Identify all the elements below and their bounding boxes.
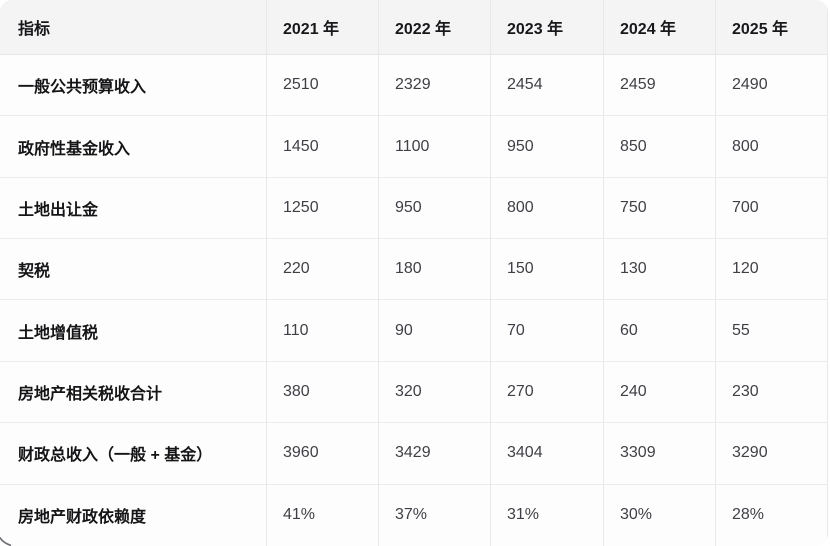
table-row: 房地产相关税收合计 380 320 270 240 230	[0, 361, 828, 424]
column-header-year: 2022 年	[379, 0, 491, 55]
cell-value: 41%	[267, 484, 379, 546]
row-label: 房地产财政依赖度	[0, 484, 267, 546]
row-label: 一般公共预算收入	[0, 55, 267, 117]
row-label: 土地出让金	[0, 177, 267, 240]
cell-value: 31%	[491, 484, 604, 546]
cell-value: 2329	[379, 55, 491, 117]
cell-value: 3429	[379, 423, 491, 485]
cell-value: 3309	[604, 423, 716, 485]
table-row: 财政总收入（一般 + 基金） 3960 3429 3404 3309 3290	[0, 423, 828, 485]
header-row: 指标 2021 年 2022 年 2023 年 2024 年 2025 年	[0, 0, 828, 55]
cell-value: 60	[604, 300, 716, 362]
row-label: 契税	[0, 239, 267, 301]
cell-value: 1100	[379, 116, 491, 178]
cell-value: 800	[716, 116, 828, 178]
cell-value: 55	[716, 300, 828, 362]
table-row: 土地增值税 110 90 70 60 55	[0, 300, 828, 362]
cell-value: 800	[491, 177, 604, 240]
cell-value: 110	[267, 300, 379, 362]
row-label: 房地产相关税收合计	[0, 361, 267, 424]
cell-value: 150	[491, 239, 604, 301]
cell-value: 30%	[604, 484, 716, 546]
cell-value: 220	[267, 239, 379, 301]
cell-value: 700	[716, 177, 828, 240]
table-row: 房地产财政依赖度 41% 37% 31% 30% 28%	[0, 484, 828, 546]
cell-value: 320	[379, 361, 491, 424]
cell-value: 90	[379, 300, 491, 362]
cell-value: 270	[491, 361, 604, 424]
cell-value: 2459	[604, 55, 716, 117]
column-header-year: 2021 年	[267, 0, 379, 55]
column-header-year: 2023 年	[491, 0, 604, 55]
cell-value: 180	[379, 239, 491, 301]
row-label: 土地增值税	[0, 300, 267, 362]
table-row: 契税 220 180 150 130 120	[0, 239, 828, 301]
cell-value: 120	[716, 239, 828, 301]
cell-value: 850	[604, 116, 716, 178]
cell-value: 28%	[716, 484, 828, 546]
cell-value: 3290	[716, 423, 828, 485]
cell-value: 3404	[491, 423, 604, 485]
cell-value: 380	[267, 361, 379, 424]
cell-value: 950	[491, 116, 604, 178]
cell-value: 230	[716, 361, 828, 424]
column-header-indicator: 指标	[0, 0, 267, 55]
cell-value: 70	[491, 300, 604, 362]
row-label: 政府性基金收入	[0, 116, 267, 178]
cell-value: 2454	[491, 55, 604, 117]
table-body: 一般公共预算收入 2510 2329 2454 2459 2490 政府性基金收入 1450 1…	[0, 55, 828, 546]
cell-value: 240	[604, 361, 716, 424]
column-header-year: 2025 年	[716, 0, 828, 55]
table-row: 政府性基金收入 1450 1100 950 850 800	[0, 116, 828, 178]
table-header: 指标 2021 年 2022 年 2023 年 2024 年 2025 年	[0, 0, 828, 55]
cell-value: 950	[379, 177, 491, 240]
column-header-year: 2024 年	[604, 0, 716, 55]
cell-value: 750	[604, 177, 716, 240]
cell-value: 1450	[267, 116, 379, 178]
cell-value: 3960	[267, 423, 379, 485]
cell-value: 2510	[267, 55, 379, 117]
row-label: 财政总收入（一般 + 基金）	[0, 423, 267, 485]
cell-value: 37%	[379, 484, 491, 546]
cell-value: 2490	[716, 55, 828, 117]
table-row: 土地出让金 1250 950 800 750 700	[0, 177, 828, 240]
cell-value: 130	[604, 239, 716, 301]
table-row: 一般公共预算收入 2510 2329 2454 2459 2490	[0, 55, 828, 117]
cell-value: 1250	[267, 177, 379, 240]
